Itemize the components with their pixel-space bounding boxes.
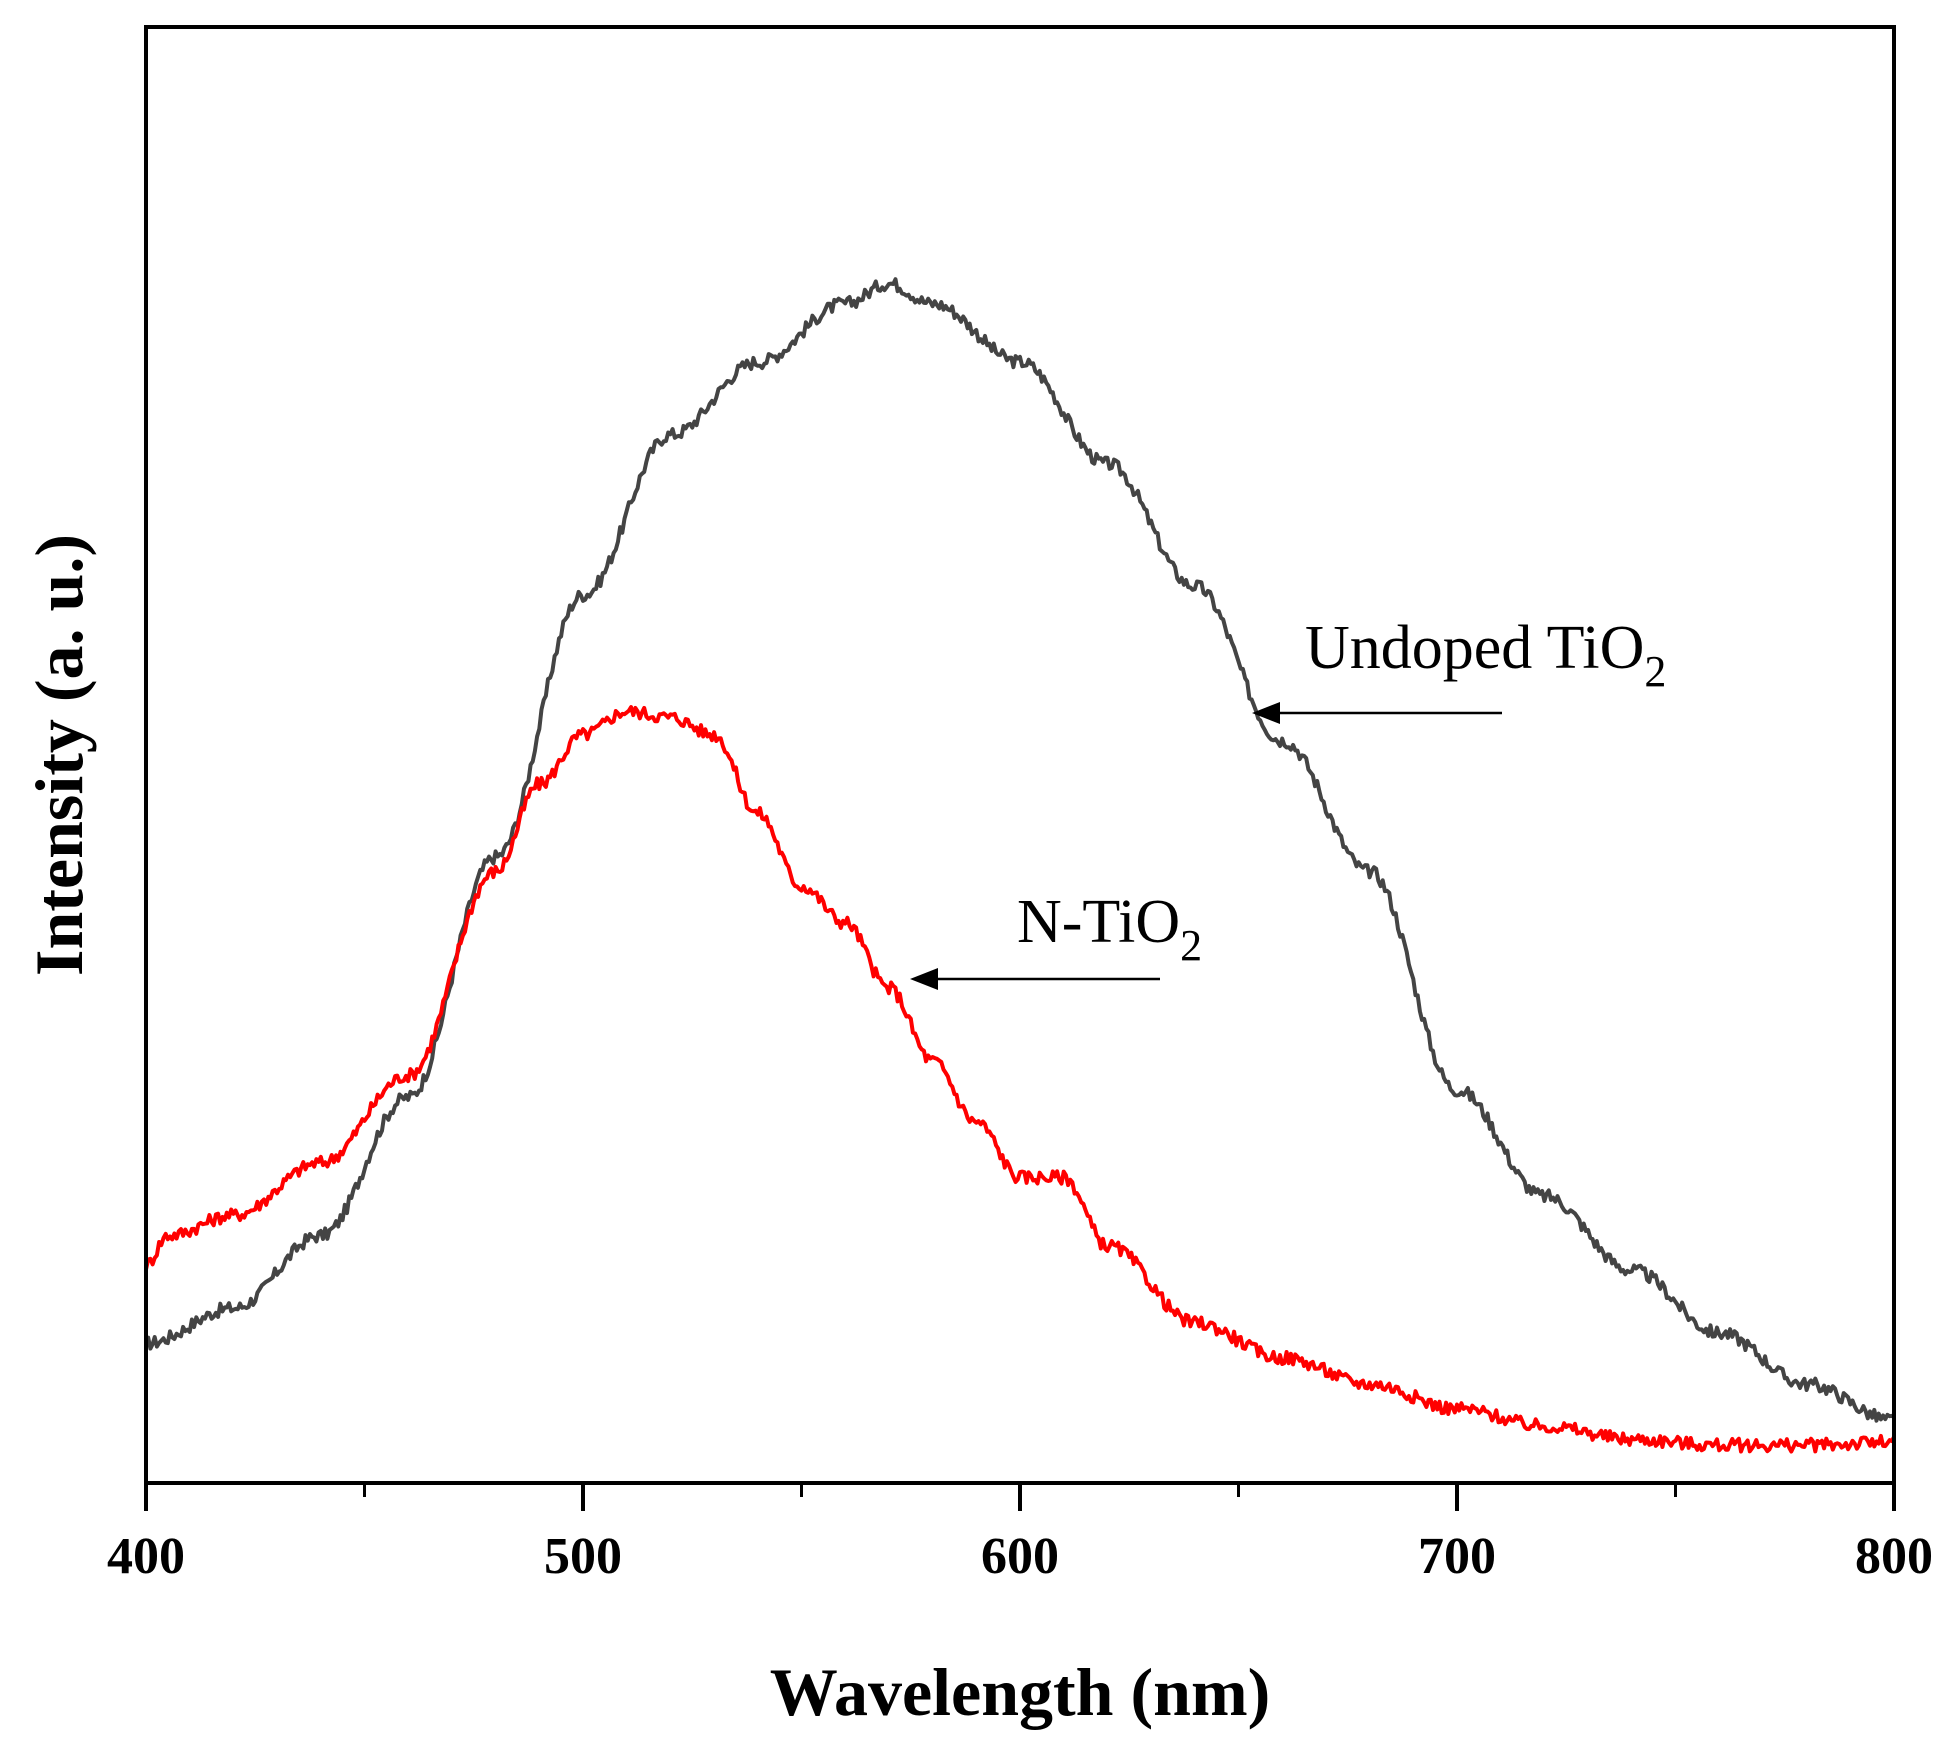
x-ticks xyxy=(144,1483,1896,1511)
annotation-undoped: Undoped TiO2 xyxy=(1252,614,1666,724)
x-tick-labels: 400 500 600 700 800 xyxy=(107,1528,1933,1585)
annotation-ntio2-sub: 2 xyxy=(1180,921,1202,970)
svg-text:N-TiO2: N-TiO2 xyxy=(1017,888,1202,970)
arrow-undoped-head xyxy=(1252,702,1280,724)
series-line-n-tio2 xyxy=(144,705,1896,1454)
arrow-ntio2-head xyxy=(910,968,938,990)
plot-frame xyxy=(144,25,1896,1485)
plot-lines xyxy=(144,277,1896,1454)
annotation-undoped-sub: 2 xyxy=(1644,647,1666,696)
x-tick-label: 800 xyxy=(1855,1528,1933,1585)
annotation-ntio2-text: N-TiO xyxy=(1017,888,1180,956)
x-axis-title: Wavelength (nm) xyxy=(770,1654,1271,1730)
y-axis-title: Intensity (a. u.) xyxy=(21,534,97,976)
x-tick-label: 600 xyxy=(981,1528,1059,1585)
annotation-ntio2: N-TiO2 xyxy=(910,888,1202,990)
x-tick-label: 500 xyxy=(544,1528,622,1585)
annotation-undoped-text: Undoped TiO xyxy=(1305,614,1644,682)
svg-text:Undoped TiO2: Undoped TiO2 xyxy=(1305,614,1666,696)
series-line-undoped-tio2 xyxy=(145,277,1895,1423)
x-tick-label: 400 xyxy=(107,1528,185,1585)
x-tick-label: 700 xyxy=(1418,1528,1496,1585)
